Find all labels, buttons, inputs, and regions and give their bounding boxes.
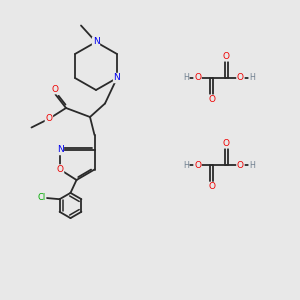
- Text: N: N: [114, 74, 120, 82]
- Text: H: H: [249, 74, 255, 82]
- Text: H: H: [183, 160, 189, 169]
- Text: O: O: [208, 182, 215, 191]
- Text: O: O: [45, 114, 52, 123]
- Text: O: O: [223, 139, 230, 148]
- Text: O: O: [52, 85, 59, 94]
- Text: H: H: [249, 160, 255, 169]
- Text: O: O: [56, 165, 64, 174]
- Text: O: O: [237, 160, 244, 169]
- Text: O: O: [208, 95, 215, 104]
- Text: H: H: [183, 74, 189, 82]
- Text: O: O: [237, 74, 244, 82]
- Text: Cl: Cl: [38, 193, 46, 202]
- Text: N: N: [93, 38, 99, 46]
- Text: N: N: [57, 146, 63, 154]
- Text: O: O: [194, 160, 201, 169]
- Text: O: O: [194, 74, 201, 82]
- Text: O: O: [223, 52, 230, 61]
